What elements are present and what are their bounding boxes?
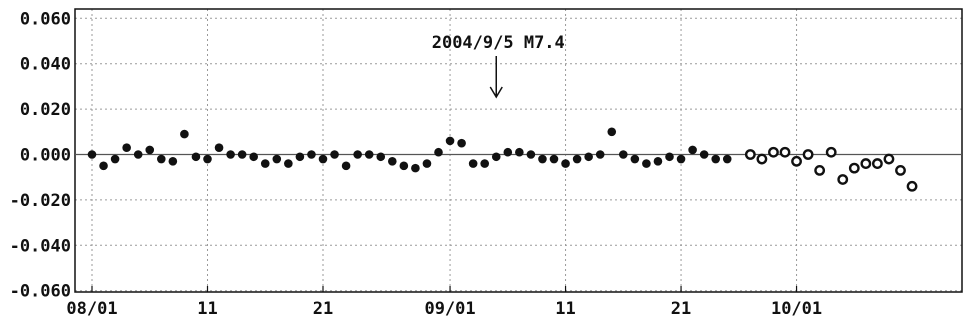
data-point bbox=[157, 154, 166, 164]
data-point-open bbox=[895, 164, 906, 176]
data-point bbox=[584, 152, 593, 162]
y-tick-label: 0.040 bbox=[20, 55, 71, 75]
y-tick-labels: 0.060 0.040 0.020 0.000 -0.020 -0.040 -0.060 bbox=[10, 9, 71, 301]
data-point bbox=[399, 161, 409, 171]
data-point bbox=[168, 157, 178, 166]
data-point-open bbox=[837, 174, 849, 185]
data-point bbox=[353, 150, 362, 159]
grid bbox=[75, 9, 962, 292]
data-point bbox=[307, 150, 316, 159]
x-tick-label: 09/01 bbox=[424, 299, 475, 319]
data-point bbox=[561, 159, 570, 168]
data-point bbox=[491, 152, 501, 162]
y-tick-label: -0.020 bbox=[10, 191, 71, 211]
data-point bbox=[330, 150, 339, 159]
data-point bbox=[619, 150, 628, 159]
data-point bbox=[214, 143, 224, 152]
data-point bbox=[376, 152, 386, 162]
y-tick-label: 0.000 bbox=[20, 146, 71, 166]
data-point bbox=[445, 136, 455, 146]
data-point bbox=[538, 154, 547, 164]
data-point bbox=[145, 145, 155, 155]
data-point bbox=[595, 150, 605, 159]
data-point-open bbox=[744, 149, 756, 160]
data-point bbox=[203, 154, 212, 164]
data-point bbox=[110, 154, 120, 164]
annotation: 2004/9/5 M7.4 bbox=[432, 33, 565, 99]
data-point-open bbox=[802, 149, 814, 160]
data-point bbox=[284, 159, 293, 168]
data-point-open bbox=[791, 155, 802, 167]
data-point bbox=[133, 150, 143, 159]
data-point bbox=[468, 159, 478, 168]
data-point bbox=[122, 143, 131, 152]
data-point bbox=[653, 157, 663, 166]
data-point bbox=[422, 159, 432, 168]
data-point bbox=[676, 154, 686, 164]
data-point bbox=[260, 159, 270, 168]
data-point bbox=[318, 154, 328, 164]
y-tick-label: 0.060 bbox=[20, 9, 71, 29]
data-point bbox=[249, 152, 258, 162]
data-point bbox=[688, 145, 697, 155]
x-tick-labels: 08/01 11 21 09/01 11 21 10/01 bbox=[66, 299, 822, 319]
data-point-open bbox=[848, 162, 860, 174]
data-point-open bbox=[860, 158, 872, 169]
data-point bbox=[526, 150, 536, 159]
data-point bbox=[480, 159, 490, 168]
annotation-label: 2004/9/5 M7.4 bbox=[432, 33, 565, 53]
data-point bbox=[180, 129, 189, 139]
y-tick-label: 0.020 bbox=[20, 100, 71, 120]
data-point bbox=[642, 159, 651, 168]
data-point bbox=[295, 152, 305, 162]
data-point bbox=[549, 154, 559, 164]
data-point bbox=[191, 152, 201, 162]
y-tick-label: -0.040 bbox=[10, 236, 71, 256]
data-points bbox=[87, 127, 918, 192]
data-point-open bbox=[883, 153, 895, 165]
data-point bbox=[226, 150, 235, 159]
data-point-open bbox=[756, 153, 768, 165]
data-point bbox=[722, 154, 732, 164]
data-point bbox=[607, 127, 617, 137]
data-point bbox=[341, 161, 351, 171]
data-point bbox=[237, 150, 247, 159]
data-point bbox=[457, 138, 466, 148]
data-point bbox=[699, 150, 709, 159]
data-point bbox=[364, 150, 374, 159]
data-point bbox=[572, 154, 582, 164]
data-point bbox=[272, 154, 282, 164]
data-point bbox=[503, 147, 513, 157]
x-tick-label: 11 bbox=[555, 299, 575, 319]
data-point bbox=[515, 147, 524, 157]
data-point bbox=[411, 163, 420, 173]
data-point-open bbox=[814, 164, 826, 176]
data-point-open bbox=[872, 158, 883, 169]
x-tick-label: 21 bbox=[313, 299, 333, 319]
x-tick-label: 08/01 bbox=[66, 299, 117, 319]
plot-frame bbox=[74, 8, 963, 293]
y-tick-label: -0.060 bbox=[10, 282, 71, 302]
data-point bbox=[99, 161, 108, 171]
x-tick-label: 10/01 bbox=[771, 299, 822, 319]
x-tick-label: 11 bbox=[197, 299, 217, 319]
data-point bbox=[87, 150, 97, 159]
data-point bbox=[711, 154, 720, 164]
data-point-open bbox=[906, 180, 918, 192]
data-point bbox=[434, 147, 443, 157]
x-tick-label: 21 bbox=[671, 299, 691, 319]
data-point bbox=[388, 157, 397, 166]
data-point-open bbox=[825, 146, 837, 158]
data-point bbox=[665, 152, 674, 162]
data-point-open bbox=[768, 146, 779, 158]
data-point bbox=[630, 154, 640, 164]
data-point-open bbox=[779, 146, 791, 158]
annotation-arrow-head bbox=[489, 86, 503, 99]
